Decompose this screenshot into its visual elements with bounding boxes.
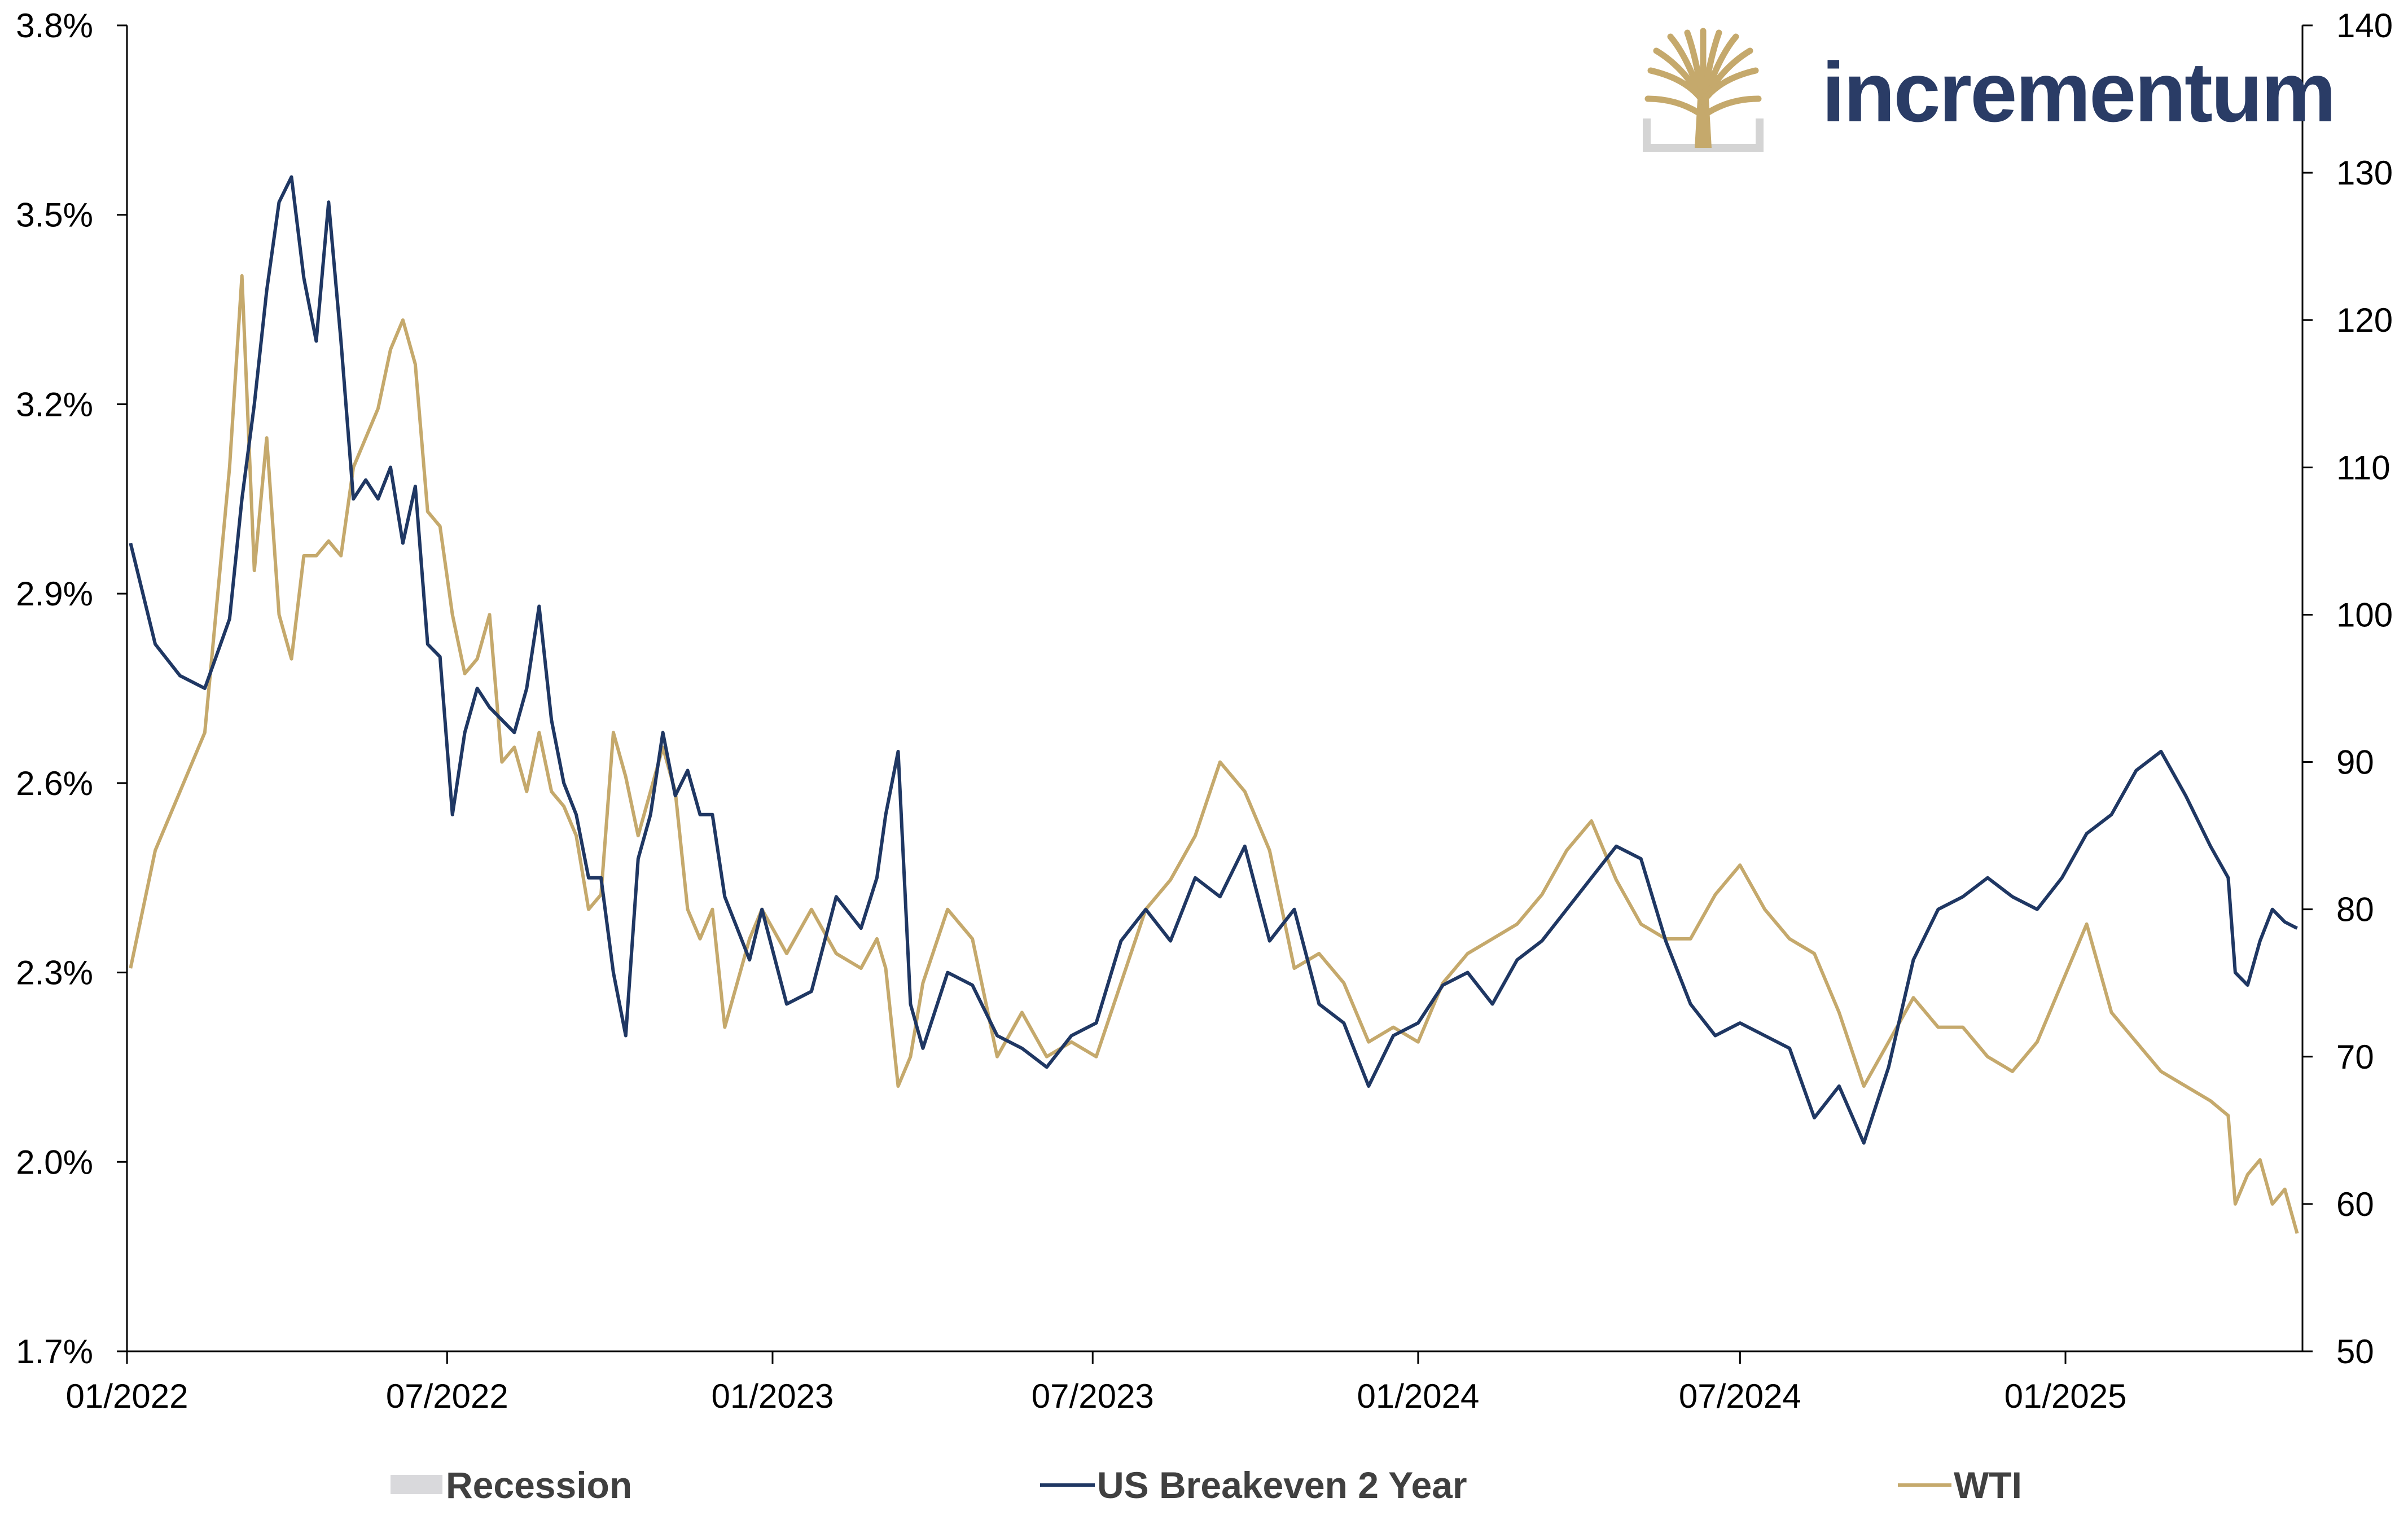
right-tick-label: 70 [2336, 1038, 2374, 1076]
legend-label-recession: Recession [446, 1464, 632, 1506]
right-tick-label: 80 [2336, 891, 2374, 929]
left-tick-label: 2.3% [16, 954, 93, 992]
legend-label-breakeven: US Breakeven 2 Year [1097, 1464, 1467, 1506]
left-y-axis: 1.7% 2.0% 2.3% 2.6% 2.9% 3.2% 3.5% 3.8% [16, 7, 127, 1371]
right-tick-label: 130 [2336, 154, 2393, 192]
x-tick-label: 07/2024 [1679, 1377, 1801, 1415]
right-tick-label: 120 [2336, 301, 2393, 339]
series-layer [129, 175, 2299, 1234]
left-tick-label: 1.7% [16, 1333, 93, 1371]
x-tick-label: 07/2022 [386, 1377, 508, 1415]
right-tick-label: 90 [2336, 744, 2374, 781]
right-y-axis: 50 60 70 80 90 100 110 120 130 140 [2302, 7, 2393, 1371]
x-tick-label: 07/2023 [1032, 1377, 1154, 1415]
series-line-breakeven [129, 175, 2298, 1145]
left-tick-label: 3.5% [16, 196, 93, 234]
legend-label-wti: WTI [1954, 1464, 2022, 1506]
left-tick-label: 2.6% [16, 765, 93, 802]
legend: Recession US Breakeven 2 Year WTI [391, 1464, 2022, 1506]
right-tick-label: 110 [2336, 449, 2391, 486]
left-tick-label: 2.9% [16, 575, 93, 613]
x-tick-label: 01/2025 [2005, 1377, 2127, 1415]
right-tick-label: 140 [2336, 7, 2393, 45]
right-tick-label: 50 [2336, 1333, 2374, 1371]
brand-name: incrementum [1822, 45, 2335, 139]
tree-logo-icon [1643, 28, 1764, 152]
x-axis: 01/2022 07/2022 01/2023 07/2023 01/2024 07/20… [66, 1351, 2127, 1415]
x-tick-label: 01/2024 [1357, 1377, 1479, 1415]
x-tick-label: 01/2023 [712, 1377, 834, 1415]
left-tick-label: 2.0% [16, 1143, 93, 1181]
left-tick-label: 3.2% [16, 385, 93, 423]
brand-logo: incrementum [1643, 28, 2336, 152]
plot-frame [126, 25, 2304, 1352]
x-tick-label: 01/2022 [66, 1377, 188, 1415]
legend-swatch-recession [391, 1475, 442, 1494]
left-tick-label: 3.8% [16, 7, 93, 45]
right-tick-label: 60 [2336, 1185, 2374, 1223]
right-tick-label: 100 [2336, 596, 2393, 634]
series-line-wti [129, 274, 2299, 1234]
